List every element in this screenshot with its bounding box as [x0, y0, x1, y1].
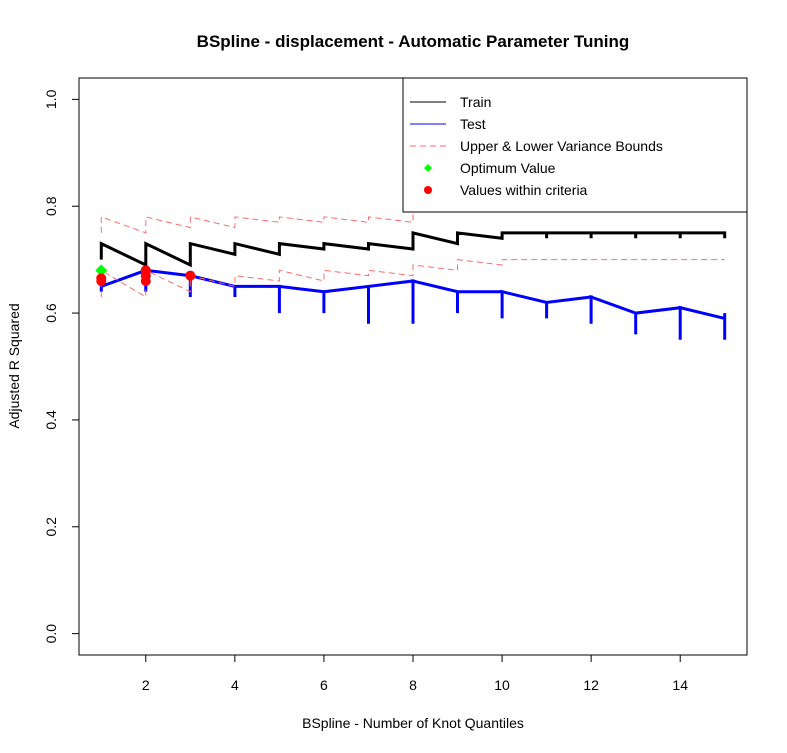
legend: Train Test Upper & Lower Variance Bounds Op…: [402, 77, 748, 213]
legend-swatch: [424, 186, 432, 194]
series-line-test: [99, 268, 727, 340]
legend-label: Train: [460, 94, 491, 110]
legend-label: Upper & Lower Variance Bounds: [460, 138, 663, 154]
x-tick-label: 10: [494, 677, 510, 693]
y-tick-label: 0.4: [43, 410, 59, 430]
chart-title: BSpline - displacement - Automatic Param…: [197, 32, 630, 51]
legend-box: [402, 77, 748, 213]
legend-label: Values within criteria: [460, 182, 588, 198]
x-tick-label: 2: [142, 677, 150, 693]
criteria-point: [140, 276, 151, 287]
x-tick-label: 6: [320, 677, 328, 693]
y-tick-label: 0.2: [43, 517, 59, 537]
y-tick-label: 0.8: [43, 196, 59, 216]
x-axis: 2 4 6 8 10 12 14: [142, 654, 688, 693]
legend-label: Test: [460, 116, 486, 132]
points-layer: [95, 264, 196, 287]
x-tick-label: 8: [409, 677, 417, 693]
y-tick-label: 0.0: [43, 624, 59, 644]
criteria-point: [185, 270, 196, 281]
y-tick-label: 1.0: [43, 89, 59, 109]
legend-label: Optimum Value: [460, 160, 556, 176]
x-tick-label: 12: [583, 677, 599, 693]
y-tick-label: 0.6: [43, 303, 59, 323]
legend-swatch: [424, 164, 432, 172]
x-axis-label: BSpline - Number of Knot Quantiles: [302, 715, 524, 731]
x-tick-label: 14: [672, 677, 688, 693]
optimum-point: [95, 264, 108, 277]
criteria-point: [96, 276, 107, 287]
series-line-lower-variance-bound: [100, 259, 725, 298]
x-tick-label: 4: [231, 677, 239, 693]
series-layer: [99, 205, 727, 340]
y-axis-label: Adjusted R Squared: [6, 303, 22, 428]
y-axis: 0.0 0.2 0.4 0.6 0.8 1.0: [43, 89, 80, 644]
series-line-train: [99, 230, 727, 268]
